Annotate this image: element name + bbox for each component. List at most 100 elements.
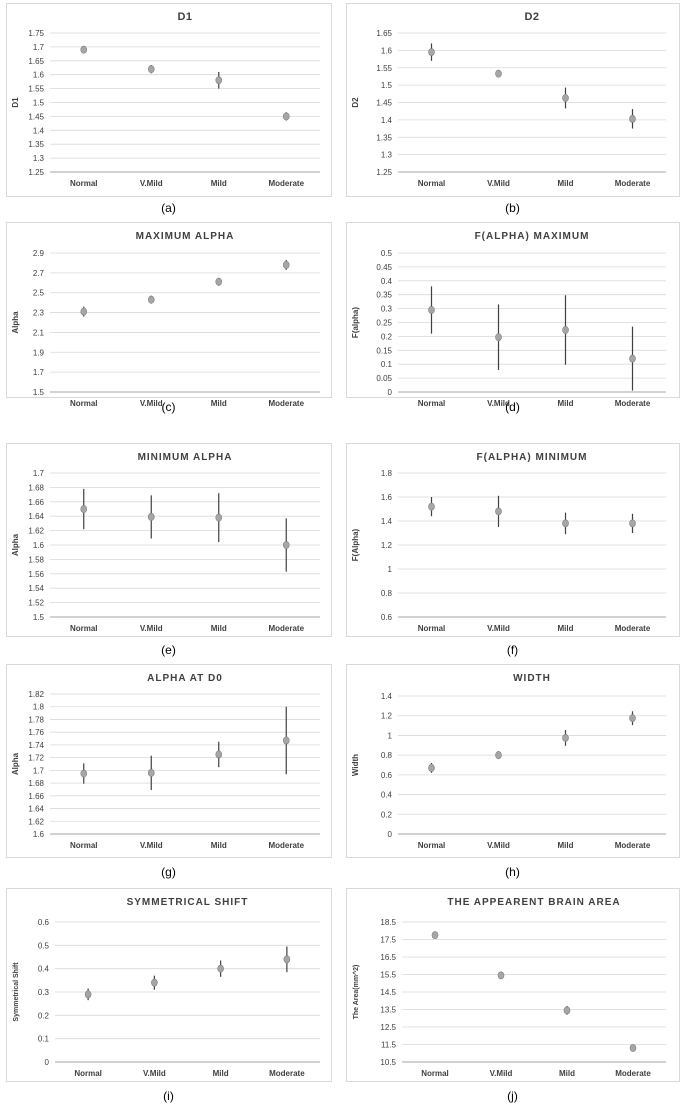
x-tick-label: Mild [558, 624, 574, 633]
y-tick-label: 1.65 [376, 29, 392, 38]
x-tick-label: Moderate [615, 399, 651, 408]
y-tick-label: 1.6 [381, 493, 393, 502]
data-point [215, 513, 223, 522]
y-tick-label: 0.25 [376, 319, 392, 328]
data-point [563, 1006, 571, 1015]
y-tick-label: 1.5 [33, 388, 45, 397]
y-tick-label: 1.8 [33, 703, 45, 712]
chart-border [346, 664, 680, 858]
data-point [629, 114, 636, 123]
chart-title: MAXIMUM ALPHA [136, 231, 235, 242]
y-tick-label: 1.65 [28, 57, 44, 66]
x-tick-label: Mild [211, 179, 227, 188]
x-tick-label: Normal [70, 399, 98, 408]
y-tick-label: 1.66 [28, 792, 44, 801]
panel-caption: (g) [161, 865, 176, 879]
data-point [215, 76, 223, 85]
chart-panel-6: 0.6 0.8 1 1.2 1.4 1.6 1.8 F(ALPHA) MINIMUM F(Alp… [346, 443, 680, 657]
y-tick-label: 1.64 [28, 805, 44, 814]
x-tick-label: Normal [418, 399, 446, 408]
y-tick-label: 0.8 [381, 751, 393, 760]
y-tick-label: 0.2 [38, 1011, 50, 1020]
y-tick-label: 1.5 [33, 99, 45, 108]
chart-title: MINIMUM ALPHA [138, 452, 233, 463]
chart-border [346, 443, 680, 637]
x-tick-label: Normal [70, 841, 98, 850]
y-tick-label: 0.4 [38, 965, 50, 974]
chart-title: D2 [524, 11, 539, 23]
data-point [428, 48, 435, 57]
y-tick-label: 0.1 [38, 1035, 50, 1044]
y-axis-label: Alpha [11, 311, 20, 334]
y-tick-label: 1.6 [381, 46, 393, 55]
data-point [431, 931, 439, 940]
x-tick-label: Mild [211, 841, 227, 850]
y-tick-label: 2.1 [33, 328, 45, 337]
y-tick-label: 1.64 [28, 512, 44, 521]
y-tick-label: 11.5 [381, 1041, 397, 1050]
chart-panel-5: 1.5 1.52 1.54 1.56 1.58 1.6 1.62 1.64 1.66 1.68 1.… [6, 443, 332, 657]
y-tick-label: 0.2 [381, 810, 393, 819]
data-point [428, 764, 435, 772]
y-tick-label: 1.3 [33, 154, 45, 163]
y-tick-label: 1.7 [33, 469, 45, 478]
x-tick-label: Mild [213, 1069, 229, 1078]
y-tick-label: 13.5 [380, 1006, 396, 1015]
y-tick-label: 1.82 [28, 690, 44, 699]
x-tick-label: Moderate [615, 179, 651, 188]
data-point [84, 990, 92, 999]
y-tick-label: 0.2 [381, 332, 393, 341]
y-tick-label: 18.5 [380, 918, 396, 927]
y-axis-label: Width [351, 754, 360, 776]
x-tick-label: V.Mild [487, 399, 510, 408]
y-tick-label: 1.56 [28, 570, 44, 579]
x-tick-label: Mild [558, 179, 574, 188]
y-tick-label: 1.4 [381, 116, 393, 125]
chart-border [6, 888, 332, 1082]
y-tick-label: 1.52 [28, 599, 44, 608]
y-tick-label: 1.76 [28, 728, 44, 737]
y-axis-label: D2 [351, 97, 360, 108]
data-point [151, 978, 158, 987]
x-tick-label: Moderate [615, 841, 651, 850]
chart-border [346, 222, 680, 398]
y-tick-label: 1.7 [33, 766, 45, 775]
y-tick-label: 14.5 [380, 988, 396, 997]
y-tick-label: 0.45 [376, 263, 392, 272]
chart-panel-3: 1.5 1.7 1.9 2.1 2.3 2.5 2.7 2.9 MAXIMUM ALPHA Alp… [6, 222, 332, 414]
y-axis-label: D1 [11, 97, 20, 108]
y-tick-label: 1.5 [381, 81, 393, 90]
y-tick-label: 1.35 [28, 140, 44, 149]
y-tick-label: 1.7 [33, 368, 45, 377]
y-tick-label: 1.58 [28, 555, 44, 564]
y-tick-label: 1.3 [381, 151, 393, 160]
data-point [147, 295, 155, 304]
x-tick-label: V.Mild [487, 179, 510, 188]
y-tick-label: 1.4 [381, 692, 393, 701]
data-point [215, 277, 223, 286]
y-tick-label: 0.5 [381, 249, 393, 258]
y-tick-label: 0 [45, 1058, 50, 1067]
y-tick-label: 1.55 [28, 85, 44, 94]
panel-caption: (c) [162, 400, 176, 414]
y-tick-label: 1.6 [33, 71, 45, 80]
chart-panel-1: 1.25 1.3 1.35 1.4 1.45 1.5 1.55 1.6 1.65 1.7 1.75 D… [6, 3, 332, 215]
y-tick-label: 2.9 [33, 249, 45, 258]
y-axis-label: F(alpha) [351, 307, 360, 338]
data-point [147, 65, 155, 74]
data-point [495, 69, 502, 78]
y-tick-label: 1.75 [28, 29, 44, 38]
y-tick-label: 1.68 [28, 779, 44, 788]
data-point [562, 733, 569, 742]
y-tick-label: 1.45 [376, 99, 392, 108]
x-tick-label: Moderate [268, 841, 304, 850]
y-tick-label: 0.05 [376, 374, 392, 383]
chart-panel-2: 1.25 1.3 1.35 1.4 1.45 1.5 1.55 1.6 1.65 D2 D2 Norm… [346, 3, 680, 215]
data-point [80, 307, 88, 316]
y-tick-label: 0.4 [381, 277, 393, 286]
x-tick-label: Mild [211, 399, 227, 408]
chart-panel-4: 0 0.05 0.1 0.15 0.2 0.25 0.3 0.35 0.4 0.45 0.5 F(AL… [346, 222, 680, 414]
chart-title: D1 [177, 11, 192, 23]
y-tick-label: 16.5 [380, 953, 396, 962]
